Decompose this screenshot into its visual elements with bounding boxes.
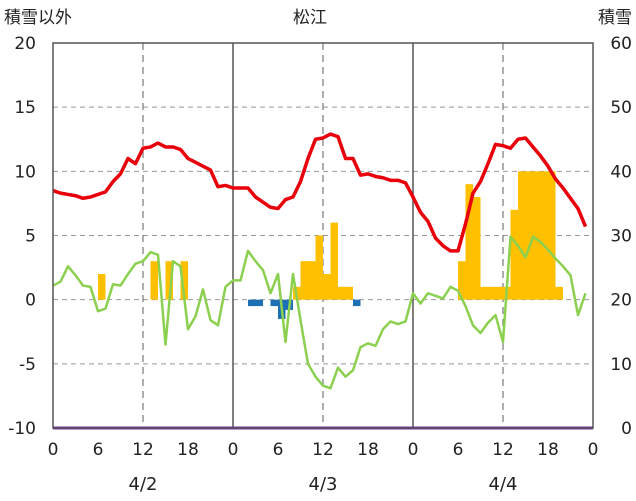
x-tick-label: 12	[312, 440, 334, 460]
plot-frame	[52, 42, 594, 429]
precip-bar	[345, 286, 353, 300]
precip-bar	[495, 286, 503, 300]
x-tick-label: 0	[48, 440, 59, 460]
right-tick-label: 20	[610, 291, 632, 311]
x-tick-label: 12	[492, 440, 514, 460]
precip-bar	[473, 197, 481, 300]
x-tick-label: 6	[273, 440, 284, 460]
right-tick-label: 40	[610, 162, 632, 182]
precip-bar	[330, 222, 338, 300]
precip-bar	[180, 261, 188, 300]
right-tick-label: 10	[610, 355, 632, 375]
left-tick-label: -5	[19, 355, 36, 375]
precip-bar	[465, 184, 473, 300]
precip-bar	[518, 171, 526, 300]
precipitation-bars	[98, 171, 563, 319]
right-axis-ticks: 0 10 20 30 40 50 60	[610, 34, 632, 439]
precip-bar	[480, 286, 488, 300]
left-tick-label: 0	[25, 291, 36, 311]
left-axis-label: 積雪以外	[4, 8, 72, 28]
right-axis-label: 積雪	[598, 8, 632, 28]
x-tick-label: 18	[357, 440, 379, 460]
precip-bar	[353, 299, 361, 307]
precip-bar	[270, 299, 278, 307]
right-tick-label: 0	[621, 419, 632, 439]
right-tick-label: 50	[610, 98, 632, 118]
dew_point-line	[52, 235, 587, 390]
precip-bar	[315, 235, 323, 300]
precip-bar	[308, 261, 316, 300]
date-label: 4/3	[309, 474, 338, 495]
precip-bar	[458, 261, 466, 300]
left-tick-label: 5	[25, 227, 36, 247]
chart-title: 松江	[293, 8, 327, 28]
precip-bar	[165, 261, 173, 300]
x-tick-label: 6	[453, 440, 464, 460]
left-axis-ticks: -10 -5 0 5 10 15 20	[8, 34, 36, 439]
date-label: 4/4	[489, 474, 518, 495]
date-labels: 4/2 4/3 4/4	[129, 474, 518, 495]
precip-bar	[338, 286, 346, 300]
precip-bar	[533, 171, 541, 300]
precip-bar	[248, 299, 256, 307]
left-tick-label: 15	[14, 98, 36, 118]
precip-bar	[488, 286, 496, 300]
x-tick-label: 0	[588, 440, 599, 460]
left-tick-label: 20	[14, 34, 36, 54]
x-tick-label: 6	[93, 440, 104, 460]
x-axis-ticks: 0 6 12 18 0 6 12 18 0 6 12 18 0	[48, 440, 599, 460]
x-tick-label: 0	[228, 440, 239, 460]
left-tick-label: 10	[14, 162, 36, 182]
x-tick-label: 18	[177, 440, 199, 460]
precip-bar	[98, 274, 106, 300]
x-tick-label: 12	[132, 440, 154, 460]
precip-bar	[150, 261, 158, 300]
precip-bar	[540, 171, 548, 300]
precip-bar	[555, 286, 563, 300]
precip-bar	[510, 209, 518, 300]
right-tick-label: 60	[610, 34, 632, 54]
precip-bar	[548, 171, 556, 300]
precip-bar	[255, 299, 263, 307]
temperature-line	[52, 132, 588, 253]
date-label: 4/2	[129, 474, 158, 495]
precip-bar	[323, 274, 331, 300]
precip-bar	[525, 171, 533, 300]
x-tick-label: 0	[408, 440, 419, 460]
right-tick-label: 30	[610, 227, 632, 247]
left-tick-label: -10	[8, 419, 36, 439]
precip-bar	[300, 261, 308, 300]
x-tick-label: 18	[537, 440, 559, 460]
